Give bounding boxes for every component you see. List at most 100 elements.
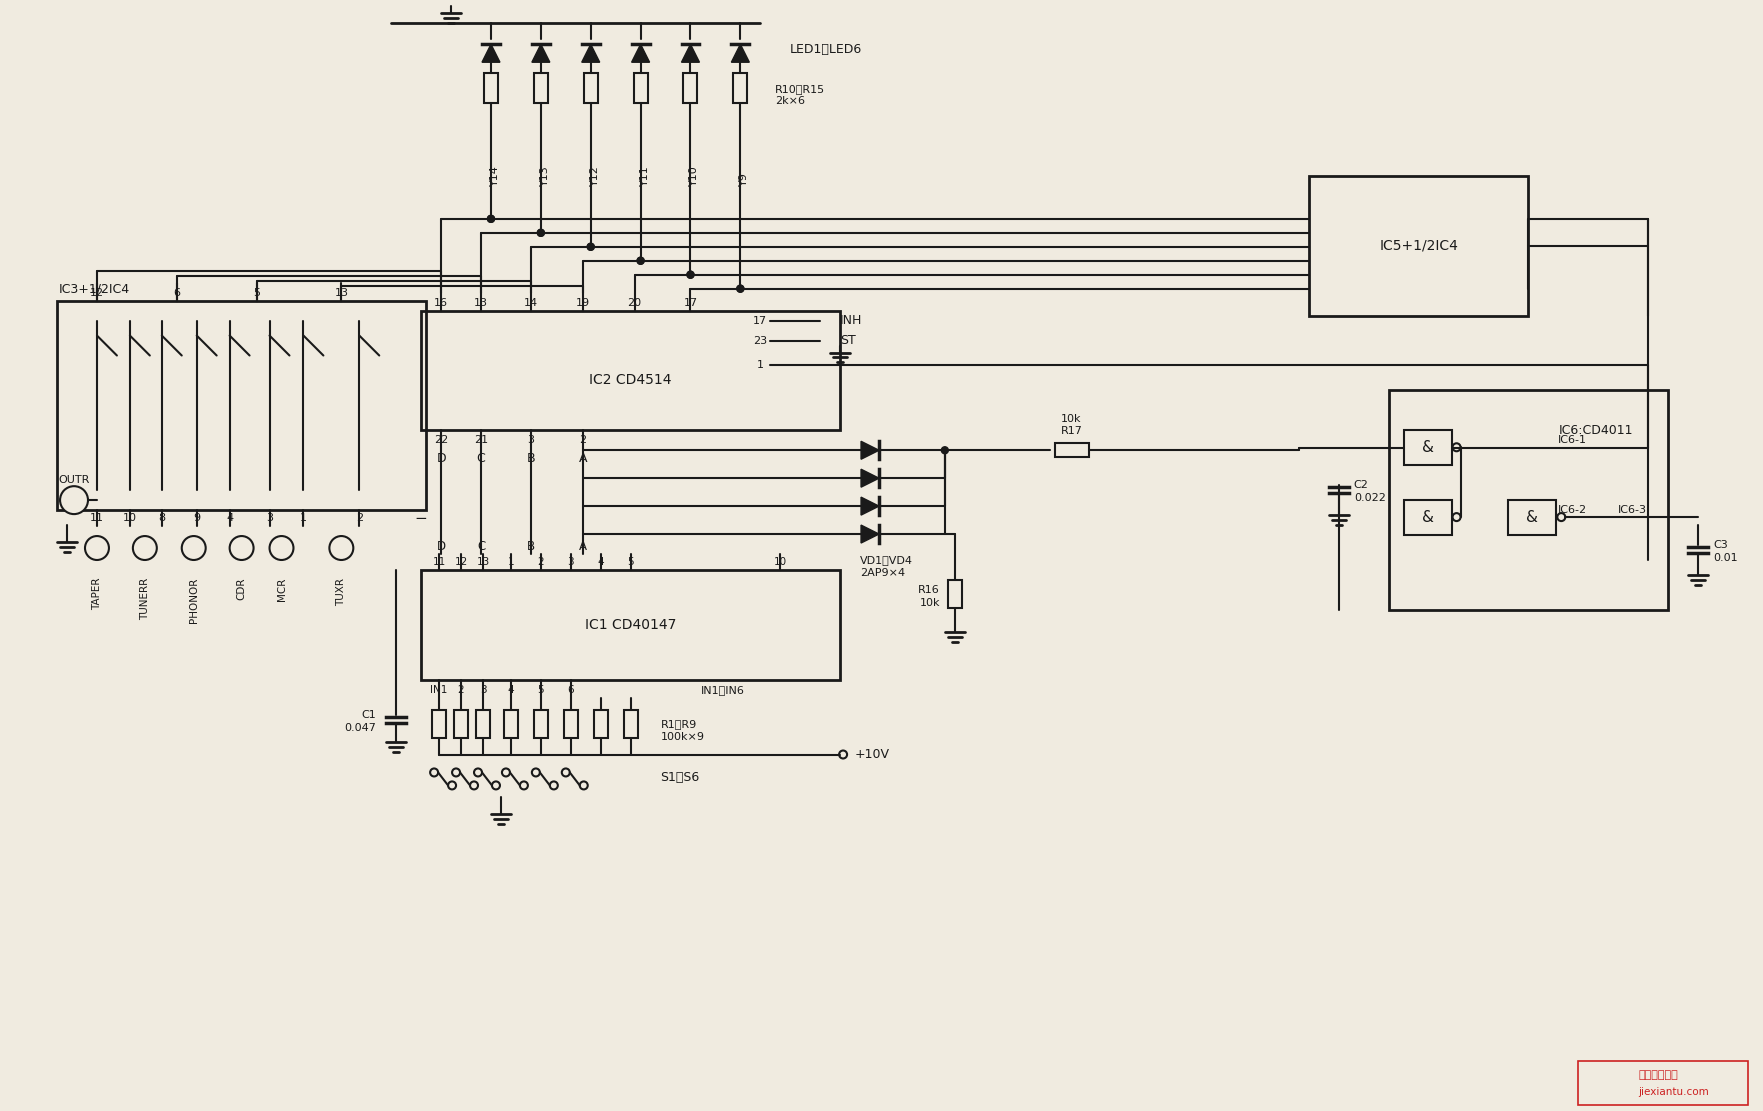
Bar — [432, 710, 446, 738]
Text: 2AP9×4: 2AP9×4 — [860, 568, 904, 578]
Polygon shape — [860, 497, 880, 516]
Bar — [1509, 500, 1557, 536]
Text: 4: 4 — [508, 684, 515, 694]
Circle shape — [587, 243, 594, 250]
Text: C2: C2 — [1354, 480, 1368, 490]
Text: 22: 22 — [434, 436, 448, 446]
Text: 0.01: 0.01 — [1714, 553, 1738, 563]
Bar — [1403, 500, 1451, 536]
Bar — [948, 580, 963, 608]
Text: 3: 3 — [266, 513, 273, 523]
Text: 3: 3 — [527, 436, 534, 446]
Text: Y9: Y9 — [739, 172, 749, 186]
Circle shape — [688, 271, 695, 278]
Circle shape — [132, 536, 157, 560]
Text: 1: 1 — [300, 513, 307, 523]
Bar — [1054, 443, 1090, 458]
Polygon shape — [582, 44, 599, 62]
Polygon shape — [860, 469, 880, 487]
Circle shape — [636, 258, 643, 264]
Text: R10～R15: R10～R15 — [776, 84, 825, 94]
Text: 5: 5 — [628, 557, 635, 567]
Text: 19: 19 — [577, 298, 591, 308]
Text: Y12: Y12 — [589, 166, 599, 186]
Polygon shape — [631, 44, 649, 62]
Text: IN1: IN1 — [430, 684, 448, 694]
Text: 17: 17 — [684, 298, 698, 308]
Circle shape — [688, 271, 695, 278]
Text: A: A — [578, 452, 587, 464]
Bar — [564, 710, 578, 738]
Bar — [733, 73, 748, 103]
Bar — [455, 710, 467, 738]
Text: 10k: 10k — [1061, 414, 1082, 424]
Text: 2k×6: 2k×6 — [776, 97, 806, 107]
Circle shape — [839, 751, 846, 759]
Text: 9: 9 — [194, 513, 201, 523]
Text: VD1～VD4: VD1～VD4 — [860, 556, 913, 565]
Text: 10: 10 — [774, 557, 786, 567]
Text: 6: 6 — [173, 288, 180, 298]
Polygon shape — [481, 44, 501, 62]
Text: INH: INH — [841, 314, 862, 327]
Bar — [504, 710, 518, 738]
Text: 3: 3 — [568, 557, 575, 567]
Circle shape — [562, 769, 569, 777]
Text: jiexiantu.com: jiexiantu.com — [1638, 1087, 1708, 1097]
Bar — [584, 73, 598, 103]
Circle shape — [1557, 513, 1566, 521]
Text: IC1 CD40147: IC1 CD40147 — [585, 618, 677, 632]
Text: Y10: Y10 — [689, 166, 700, 186]
Text: TUNERR: TUNERR — [139, 578, 150, 620]
Polygon shape — [860, 526, 880, 543]
Text: 13: 13 — [335, 288, 349, 298]
Circle shape — [941, 447, 948, 453]
Text: &: & — [1421, 440, 1433, 454]
Text: TUXR: TUXR — [337, 578, 346, 605]
Text: 23: 23 — [753, 336, 767, 346]
Bar — [534, 73, 548, 103]
Circle shape — [474, 769, 481, 777]
Text: C1: C1 — [361, 710, 376, 720]
Bar — [476, 710, 490, 738]
Circle shape — [85, 536, 109, 560]
Text: R17: R17 — [1061, 427, 1082, 437]
Bar — [633, 73, 647, 103]
Circle shape — [580, 781, 587, 790]
Text: 17: 17 — [753, 316, 767, 326]
Text: 1: 1 — [508, 557, 515, 567]
Text: −: − — [414, 511, 428, 526]
Text: +10V: +10V — [855, 748, 890, 761]
Circle shape — [1453, 443, 1460, 451]
Circle shape — [471, 781, 478, 790]
Text: 0.047: 0.047 — [344, 722, 376, 732]
Text: 电工技术之家: 电工技术之家 — [1638, 1070, 1678, 1080]
Circle shape — [538, 229, 545, 237]
Text: IC6-1: IC6-1 — [1558, 436, 1587, 446]
Circle shape — [587, 243, 594, 250]
Text: IC6-3: IC6-3 — [1618, 506, 1647, 516]
Text: 21: 21 — [474, 436, 488, 446]
Bar — [1308, 176, 1529, 316]
Circle shape — [502, 769, 510, 777]
Text: 1: 1 — [756, 360, 763, 370]
Text: 13: 13 — [474, 298, 488, 308]
Text: ST: ST — [841, 334, 855, 347]
Text: B: B — [527, 452, 536, 464]
Text: R1～R9: R1～R9 — [661, 719, 696, 729]
Text: IC2 CD4514: IC2 CD4514 — [589, 373, 672, 388]
Text: 16: 16 — [434, 298, 448, 308]
Text: D: D — [435, 452, 446, 464]
Circle shape — [636, 258, 643, 264]
Circle shape — [330, 536, 353, 560]
Text: 4: 4 — [226, 513, 233, 523]
Text: 2: 2 — [356, 513, 363, 523]
Bar — [421, 311, 841, 430]
Text: 10: 10 — [123, 513, 138, 523]
Text: B: B — [527, 540, 534, 552]
Text: 4: 4 — [598, 557, 605, 567]
Text: CDR: CDR — [236, 578, 247, 600]
Text: Y14: Y14 — [490, 166, 501, 186]
Text: 6: 6 — [568, 684, 575, 694]
Circle shape — [538, 229, 545, 237]
